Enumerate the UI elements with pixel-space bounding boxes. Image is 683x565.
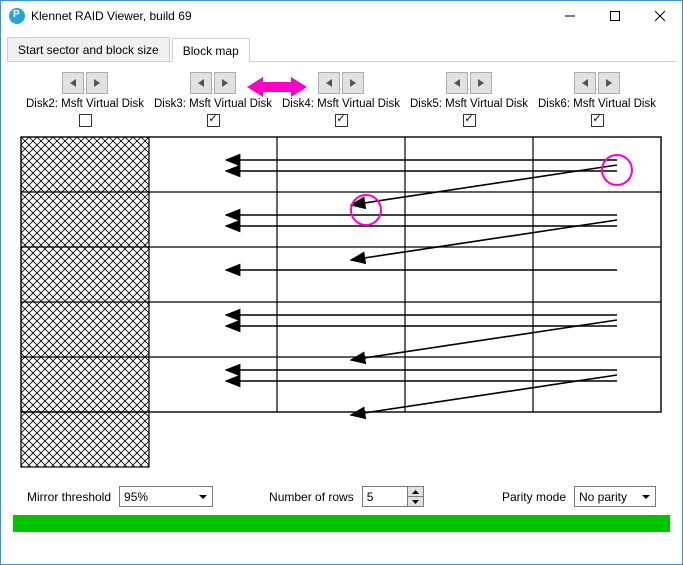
disk5-move-left-button[interactable] [446, 72, 468, 94]
disk6-move-left-button[interactable] [574, 72, 596, 94]
disk6-move-right-button[interactable] [598, 72, 620, 94]
progress-bar [13, 515, 670, 532]
disk2-move-right-button[interactable] [86, 72, 108, 94]
mirror-threshold-select[interactable]: 95% [119, 486, 213, 507]
disk5-checkbox[interactable] [463, 114, 476, 127]
disk4-checkbox[interactable] [335, 114, 348, 127]
window-title: Klennet RAID Viewer, build 69 [31, 9, 547, 23]
disk4-move-left-button[interactable] [318, 72, 340, 94]
disk5-label: Disk5: Msft Virtual Disk [405, 98, 533, 110]
bottom-controls: Mirror threshold 95% Number of rows 5 Pa… [7, 476, 676, 515]
disk-header-row: Disk2: Msft Virtual DiskDisk3: Msft Virt… [21, 72, 676, 127]
app-icon [9, 8, 25, 24]
parity-mode-select[interactable]: No parity [574, 486, 656, 507]
disk6-label: Disk6: Msft Virtual Disk [533, 98, 661, 110]
app-window: Klennet RAID Viewer, build 69 Start sect… [0, 0, 683, 565]
disk3-move-right-button[interactable] [214, 72, 236, 94]
close-button[interactable] [637, 2, 682, 31]
titlebar: Klennet RAID Viewer, build 69 [1, 1, 682, 31]
disk3-checkbox[interactable] [207, 114, 220, 127]
tab-1[interactable]: Block map [172, 38, 250, 62]
disk-header-disk2: Disk2: Msft Virtual Disk [21, 72, 149, 127]
disk2-checkbox[interactable] [79, 114, 92, 127]
client-area: Start sector and block sizeBlock map Dis… [1, 31, 682, 564]
disk-header-disk6: Disk6: Msft Virtual Disk [533, 72, 661, 127]
minimize-button[interactable] [547, 2, 592, 31]
grid-svg [7, 133, 671, 473]
disk3-move-left-button[interactable] [190, 72, 212, 94]
disk6-checkbox[interactable] [591, 114, 604, 127]
tab-strip: Start sector and block sizeBlock map [7, 37, 676, 62]
rows-down-button[interactable] [408, 497, 423, 506]
number-of-rows-label: Number of rows [269, 490, 354, 504]
rows-up-button[interactable] [408, 487, 423, 497]
maximize-button[interactable] [592, 2, 637, 31]
disk2-move-left-button[interactable] [62, 72, 84, 94]
swap-arrow-icon [247, 76, 307, 101]
mirror-threshold-label: Mirror threshold [27, 490, 111, 504]
disk-header-disk5: Disk5: Msft Virtual Disk [405, 72, 533, 127]
parity-mode-label: Parity mode [502, 490, 566, 504]
disk5-move-right-button[interactable] [470, 72, 492, 94]
disk4-move-right-button[interactable] [342, 72, 364, 94]
disk2-label: Disk2: Msft Virtual Disk [21, 98, 149, 110]
tab-0[interactable]: Start sector and block size [7, 37, 170, 61]
block-map-grid [7, 133, 676, 476]
number-of-rows-input[interactable]: 5 [362, 486, 424, 507]
